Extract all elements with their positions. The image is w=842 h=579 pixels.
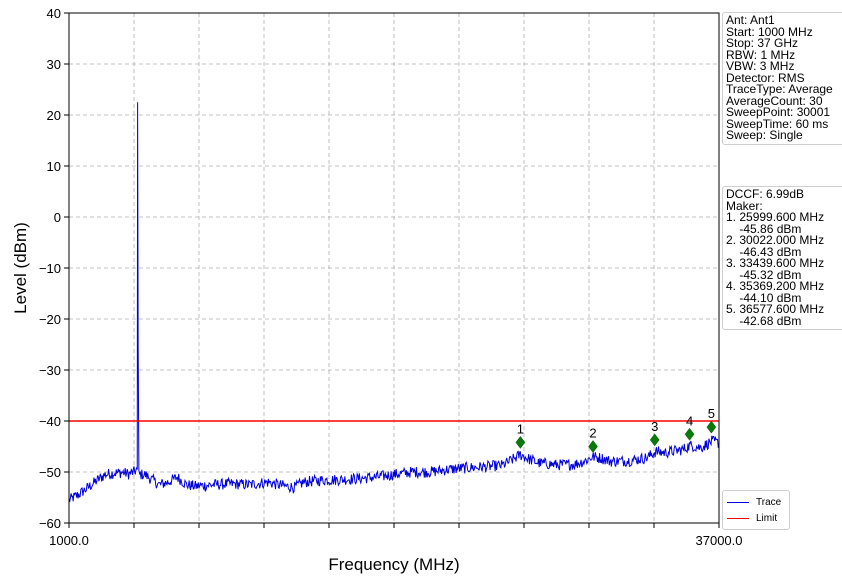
trace-series-line: [68, 102, 720, 502]
legend-label-trace: Trace: [756, 496, 782, 508]
marker-line: -42.68 dBm: [726, 313, 802, 328]
settings-line: AverageCount: 30: [726, 93, 823, 108]
x-tick-label: 37000.0: [696, 533, 743, 548]
x-axis-label: Frequency (MHz): [328, 555, 459, 574]
settings-list: Ant: Ant1 Start: 1000 MHz Stop: 37 GHz RBW:…: [726, 13, 842, 142]
legend-label-limit: Limit: [756, 512, 778, 524]
y-tick-label: 30: [47, 57, 61, 72]
marker-label: 5: [708, 406, 715, 421]
marker-line: Maker:: [726, 198, 763, 213]
marker-line: -45.86 dBm: [726, 221, 802, 236]
y-tick-label: 20: [47, 108, 61, 123]
legend: Trace Limit: [722, 490, 790, 530]
ticks: 40 30 20 10 0 −10 −20 −30 −40 −50 −60 1000.0 37000.0: [39, 6, 743, 548]
marker-line: 3. 33439.600 MHz: [726, 256, 825, 270]
settings-line: TraceType: Average: [726, 82, 833, 96]
marker-diamond: [515, 436, 526, 449]
settings-line: Sweep: Single: [726, 128, 803, 142]
legend-entry-limit: Limit: [727, 510, 785, 526]
y-tick-label: 0: [54, 210, 61, 225]
y-tick-label: 10: [47, 159, 61, 174]
grid: [69, 13, 719, 523]
marker-label: 3: [651, 419, 658, 434]
marker-label: 1: [517, 421, 524, 436]
settings-line: RBW: 1 MHz: [726, 47, 796, 62]
y-tick-label: −10: [39, 261, 61, 276]
marker-line: -46.43 dBm: [726, 244, 802, 259]
legend-entry-trace: Trace: [727, 494, 785, 510]
marker-line: 2. 30022.000 MHz: [726, 233, 825, 247]
marker-diamond: [588, 440, 598, 453]
marker-line: -44.10 dBm: [726, 290, 802, 305]
y-tick-label: −20: [39, 312, 61, 327]
y-tick-label: −50: [39, 465, 61, 480]
marker-label: 2: [589, 426, 596, 441]
y-axis-label: Level (dBm): [11, 222, 30, 314]
marker-line: 4. 35369.200 MHz: [726, 279, 825, 293]
marker-panel: DCCF: 6.99dB Maker: 1. 25999.600 MHz -45.8…: [722, 186, 842, 330]
legend-swatch-trace: [727, 501, 749, 503]
marker-list: DCCF: 6.99dB Maker: 1. 25999.600 MHz -45.8…: [726, 187, 842, 328]
settings-line: Start: 1000 MHz: [726, 24, 813, 39]
marker-diamond: [684, 427, 695, 441]
settings-line: SweepPoint: 30001: [726, 105, 831, 119]
series-layer: [68, 102, 720, 502]
y-tick-label: −60: [39, 516, 61, 531]
settings-panel: Ant: Ant1 Start: 1000 MHz Stop: 37 GHz RBW:…: [722, 12, 842, 145]
marker-line: -45.32 dBm: [726, 267, 802, 282]
settings-line: Ant: Ant1: [726, 13, 775, 27]
marker-diamond: [649, 433, 660, 447]
marker-line: 1. 25999.600 MHz: [726, 210, 825, 224]
marker-line: DCCF: 6.99dB: [726, 187, 805, 201]
x-tick-label: 1000.0: [49, 533, 89, 548]
settings-line: Detector: RMS: [726, 70, 805, 85]
marker-diamond: [706, 420, 717, 434]
y-tick-label: 40: [47, 6, 61, 21]
legend-swatch-limit: [727, 517, 749, 519]
settings-line: VBW: 3 MHz: [726, 59, 795, 73]
marker-line: 5. 36577.600 MHz: [726, 302, 825, 316]
y-tick-label: −40: [39, 414, 61, 429]
settings-line: Stop: 37 GHz: [726, 36, 799, 50]
settings-line: SweepTime: 60 ms: [726, 116, 829, 131]
marker-label: 4: [686, 413, 693, 428]
y-tick-label: −30: [39, 363, 61, 378]
